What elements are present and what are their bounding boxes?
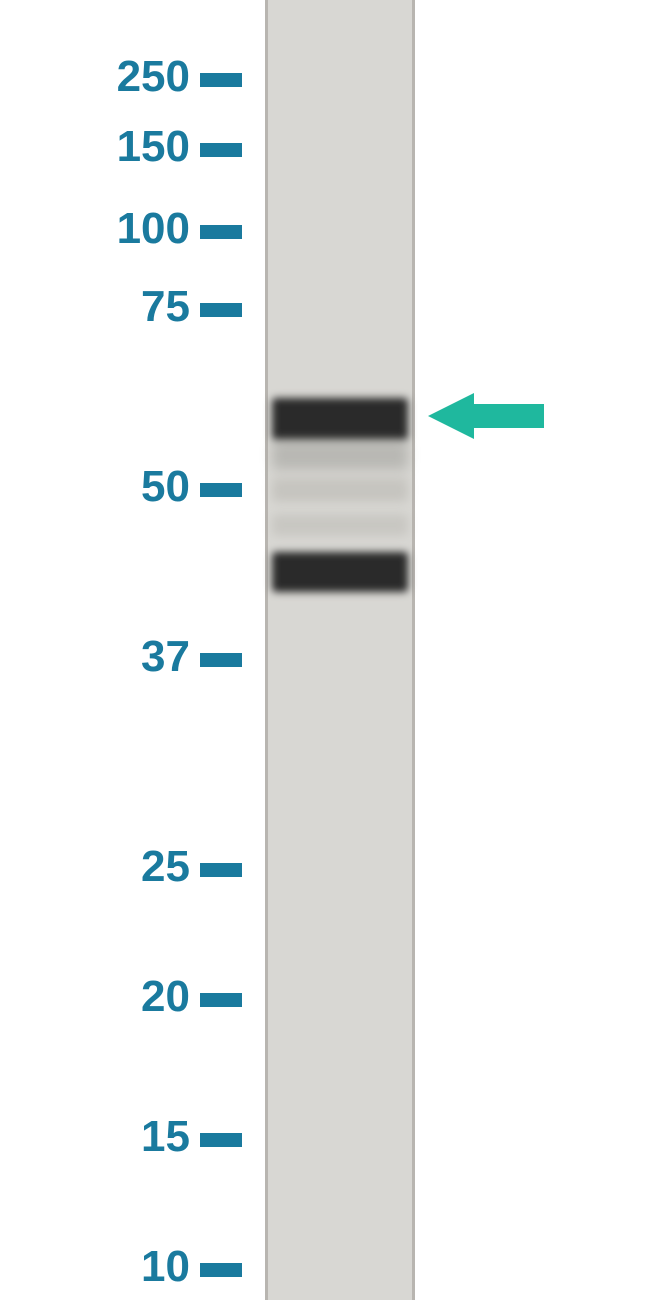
ladder-tick-75 <box>200 303 242 317</box>
protein-band-2 <box>272 478 408 502</box>
protein-band-4 <box>272 552 408 592</box>
ladder-tick-15 <box>200 1133 242 1147</box>
ladder-label-100: 100 <box>117 204 190 254</box>
ladder-tick-25 <box>200 863 242 877</box>
arrow-head-icon <box>428 393 474 439</box>
ladder-label-150: 150 <box>117 122 190 172</box>
protein-band-1 <box>272 440 408 470</box>
ladder-tick-37 <box>200 653 242 667</box>
ladder-label-50: 50 <box>141 462 190 512</box>
gel-lane <box>265 0 415 1300</box>
ladder-label-25: 25 <box>141 842 190 892</box>
ladder-tick-250 <box>200 73 242 87</box>
protein-band-3 <box>272 514 408 536</box>
ladder-tick-100 <box>200 225 242 239</box>
ladder-tick-50 <box>200 483 242 497</box>
ladder-label-10: 10 <box>141 1242 190 1292</box>
ladder-label-250: 250 <box>117 52 190 102</box>
western-blot-container: 250 150 100 75 50 37 25 20 15 10 <box>0 0 650 1300</box>
ladder-label-20: 20 <box>141 972 190 1022</box>
ladder-label-15: 15 <box>141 1112 190 1162</box>
ladder-label-75: 75 <box>141 282 190 332</box>
ladder-label-37: 37 <box>141 632 190 682</box>
protein-band-0 <box>272 398 408 440</box>
arrow-stem <box>474 404 544 428</box>
ladder-tick-20 <box>200 993 242 1007</box>
ladder-tick-10 <box>200 1263 242 1277</box>
ladder-tick-150 <box>200 143 242 157</box>
